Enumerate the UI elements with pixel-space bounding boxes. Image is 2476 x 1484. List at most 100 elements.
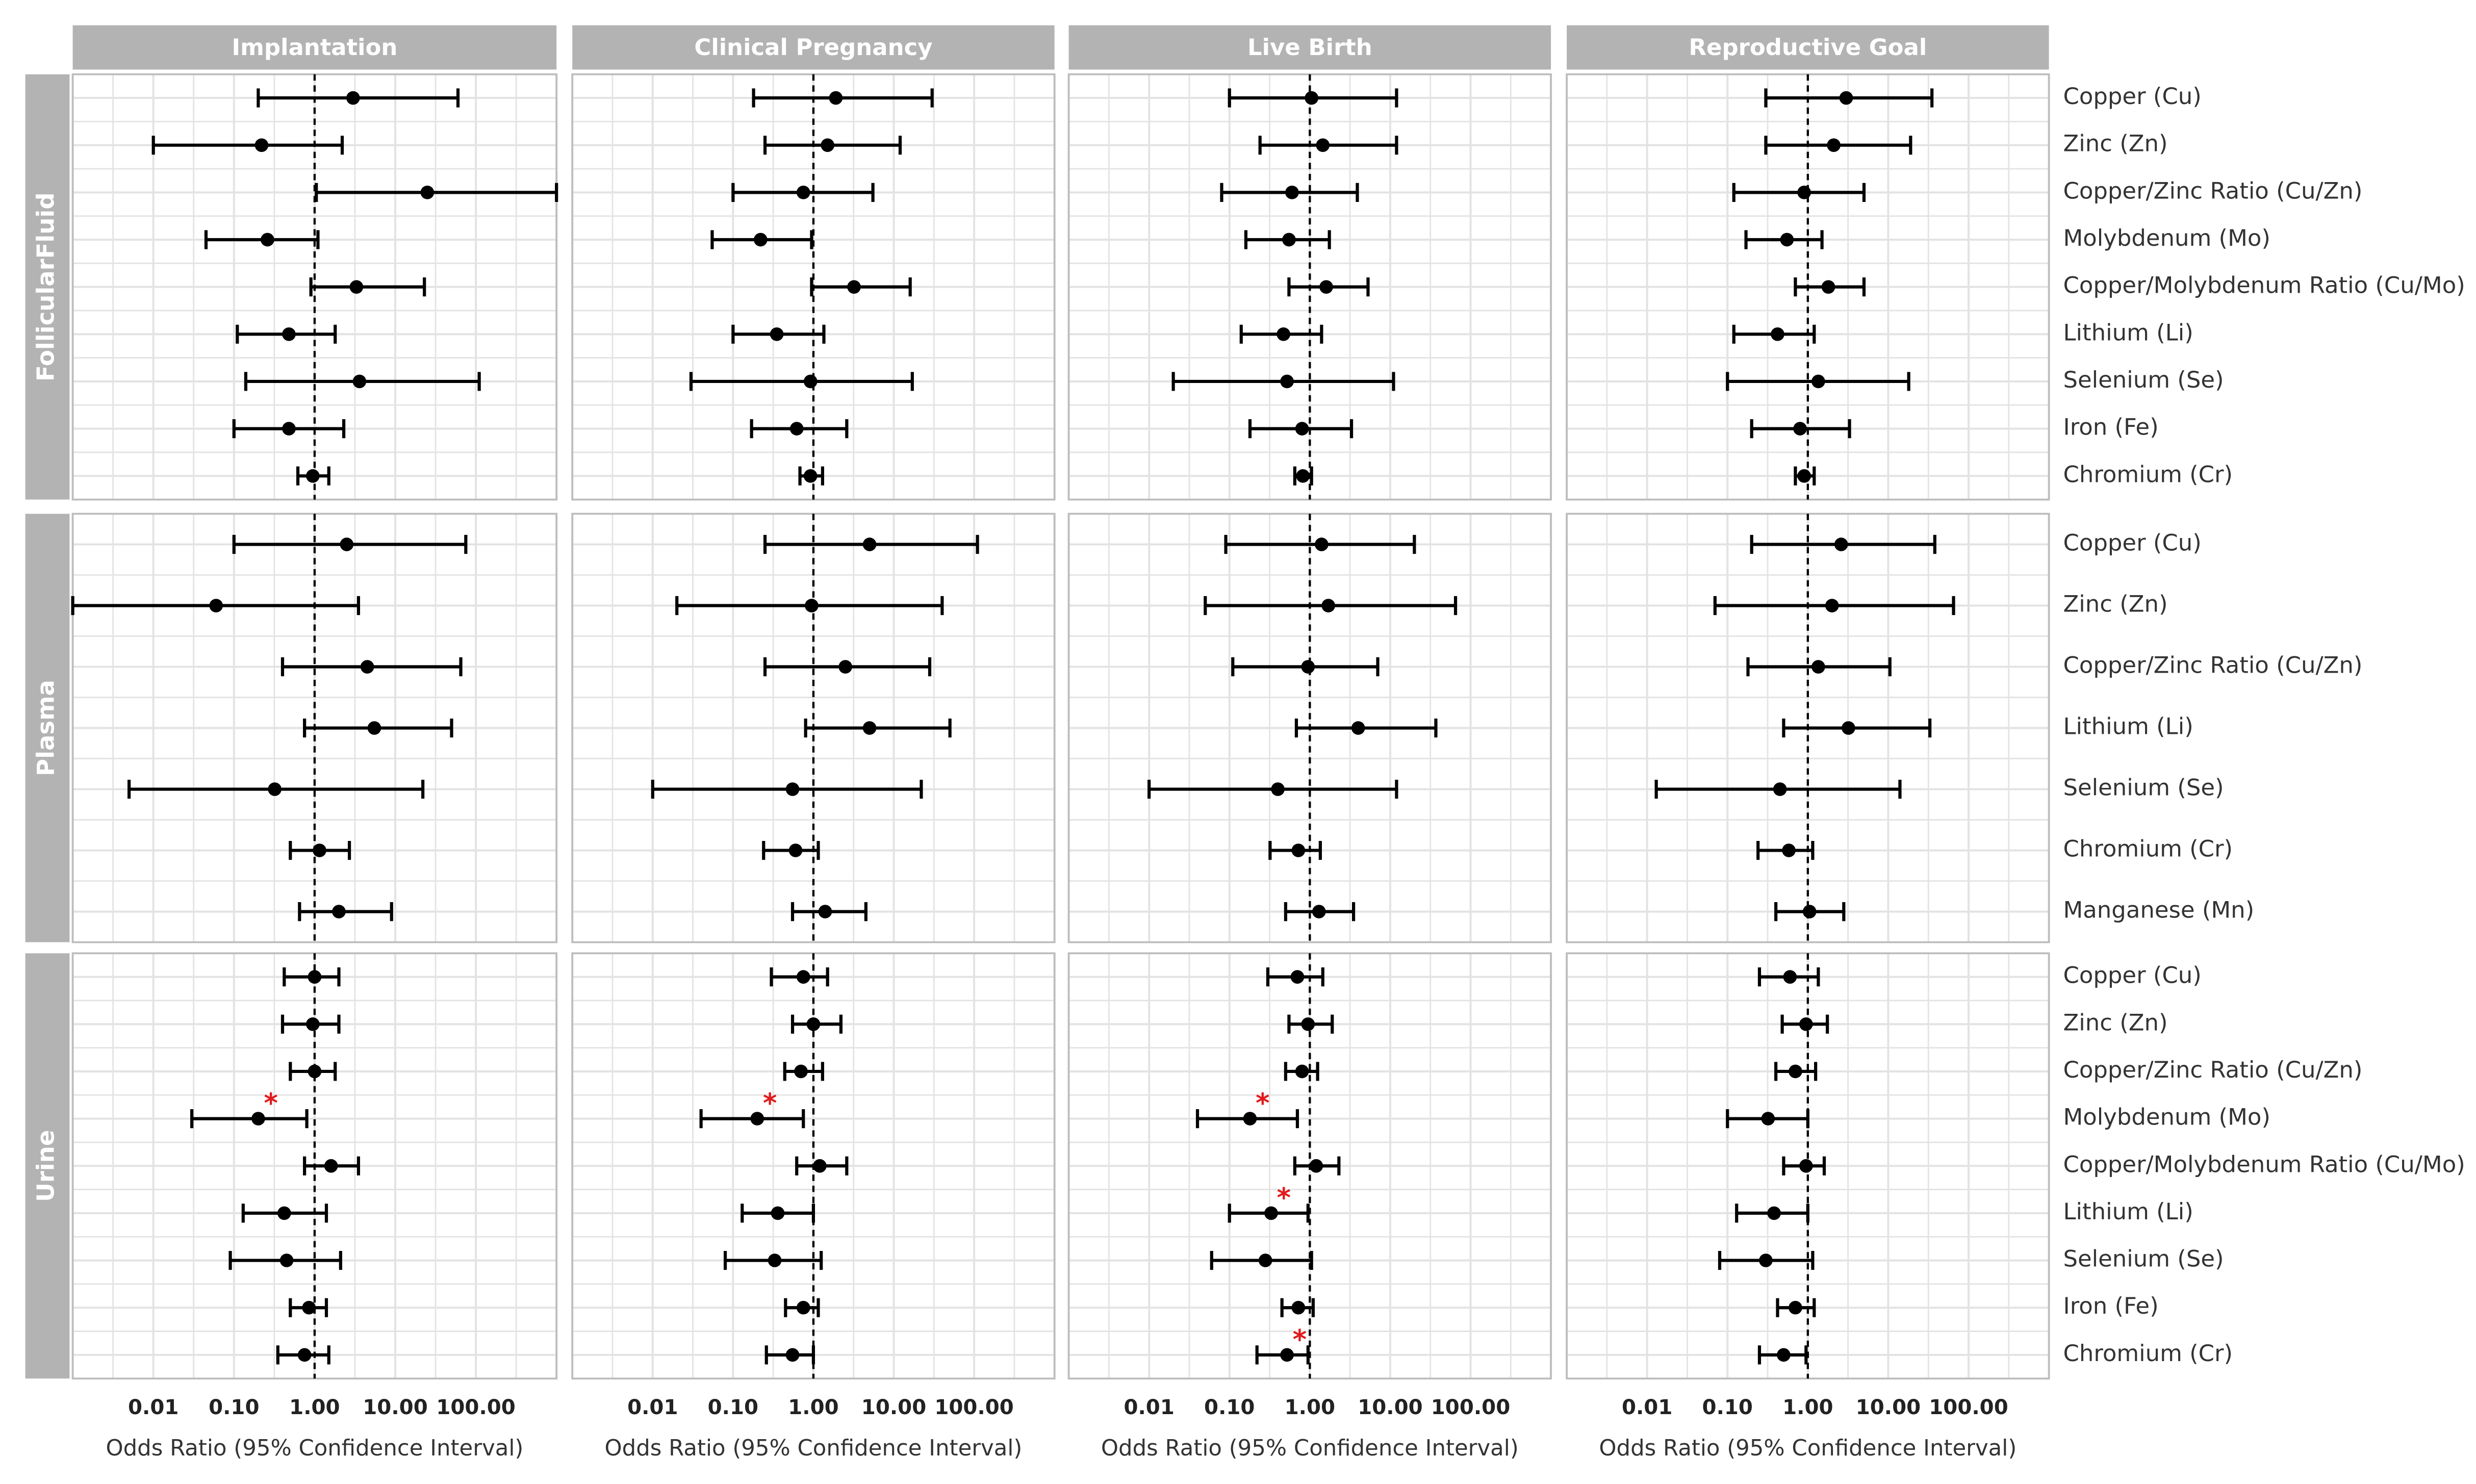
- estimate-point: [1761, 1112, 1775, 1125]
- estimate-point: [788, 843, 803, 857]
- estimate-point: [302, 1300, 316, 1315]
- estimate-point: [1351, 721, 1365, 735]
- estimate-point: [1767, 1206, 1781, 1220]
- estimate-point: [796, 1300, 810, 1315]
- row-label: Molybdenum (Mo): [2063, 1104, 2270, 1131]
- forest-estimate: [1280, 1298, 1315, 1317]
- forest-estimate: [675, 596, 944, 616]
- estimate-point: [1759, 1253, 1773, 1267]
- forest-estimate: *: [1195, 1088, 1299, 1129]
- forest-estimate: [244, 372, 481, 391]
- estimate-point: [1842, 721, 1855, 735]
- row-label: Zinc (Zn): [2063, 591, 2168, 618]
- forest-estimate: [127, 779, 425, 799]
- x-tick-label: 10.00: [1358, 1395, 1422, 1419]
- forest-estimate: [280, 657, 463, 677]
- row-label: Molybdenum (Mo): [2063, 224, 2270, 251]
- forest-estimate: [1732, 183, 1866, 202]
- estimate-point: [838, 660, 852, 674]
- estimate-point: [1839, 91, 1853, 105]
- estimate-point: [279, 1253, 294, 1267]
- forest-estimate: [1220, 183, 1359, 202]
- estimate-point: [1243, 1112, 1257, 1125]
- forest-estimate: [1713, 596, 1955, 616]
- forest-estimate: [289, 840, 351, 860]
- forest-estimate: [1726, 1109, 1809, 1129]
- forest-estimate: [276, 1345, 330, 1365]
- forest-estimate: [1794, 277, 1866, 297]
- forest-estimate: [723, 1250, 823, 1270]
- estimate-point: [1793, 422, 1807, 436]
- estimate-point: [1277, 327, 1291, 341]
- x-tick-label: 1.00: [788, 1395, 838, 1419]
- estimate-point: [770, 327, 784, 341]
- forest-estimate: [232, 534, 468, 554]
- estimate-point: [268, 782, 282, 796]
- forest-estimate: [790, 902, 867, 922]
- forest-estimate: [1776, 1298, 1816, 1317]
- forest-estimate: [1726, 372, 1910, 391]
- estimate-point: [796, 970, 810, 984]
- estimate-point: [1312, 905, 1326, 918]
- row-strip-label: Plasma: [32, 680, 60, 776]
- x-tick-label: 100.00: [1929, 1395, 2008, 1419]
- x-tick-label: 10.00: [861, 1395, 926, 1419]
- estimate-point: [346, 91, 360, 105]
- x-axis-title: Odds Ratio (95% Confidence Interval): [605, 1436, 1023, 1461]
- estimate-point: [360, 660, 374, 674]
- estimate-point: [1305, 91, 1319, 105]
- estimate-point: [1789, 1064, 1802, 1079]
- row-label: Iron (Fe): [2063, 1292, 2159, 1319]
- x-axis-title: Odds Ratio (95% Confidence Interval): [106, 1436, 523, 1461]
- estimate-point: [1799, 1159, 1813, 1173]
- forest-estimate: [296, 466, 330, 485]
- forest-estimate: [1782, 718, 1932, 738]
- estimate-point: [308, 1064, 322, 1079]
- forest-estimate: [151, 136, 344, 155]
- estimate-point: [1780, 233, 1794, 247]
- estimate-point: [277, 1206, 291, 1220]
- row-label: Zinc (Zn): [2063, 130, 2168, 157]
- forest-estimate: [280, 1014, 341, 1034]
- estimate-point: [282, 422, 296, 436]
- forest-estimate: [1293, 466, 1313, 485]
- forest-estimate: [731, 183, 875, 202]
- forest-estimate: [804, 718, 952, 738]
- forest-estimate: [298, 902, 393, 922]
- forest-estimate: [1239, 324, 1323, 344]
- forest-estimate: [798, 466, 825, 485]
- estimate-point: [803, 374, 818, 389]
- forest-estimate: [770, 967, 829, 987]
- forest-estimate: [1248, 419, 1354, 439]
- forest-estimate: [689, 372, 914, 391]
- forest-estimate: [763, 534, 979, 554]
- x-tick-label: 100.00: [1431, 1395, 1511, 1419]
- x-tick-label: 10.00: [1856, 1395, 1921, 1419]
- forest-estimate: [1287, 1014, 1334, 1034]
- forest-estimate: [232, 419, 346, 439]
- row-strip-label: FollicularFluid: [32, 192, 60, 381]
- estimate-point: [1295, 1064, 1309, 1079]
- estimate-point: [829, 91, 843, 105]
- estimate-point: [1291, 843, 1306, 857]
- estimate-point: [1309, 1159, 1323, 1173]
- estimate-point: [818, 905, 832, 918]
- forest-estimate: [1147, 779, 1398, 799]
- forest-estimate: [1782, 1156, 1826, 1175]
- estimate-point: [352, 374, 367, 389]
- forest-estimate: [763, 136, 902, 155]
- forest-estimate: [1284, 902, 1356, 922]
- forest-estimate: [795, 1156, 849, 1175]
- column-strip-label: Clinical Pregnancy: [694, 34, 932, 61]
- estimate-point: [1777, 1348, 1791, 1362]
- row-label: Lithium (Li): [2063, 1198, 2193, 1225]
- row-label: Copper/Zinc Ratio (Cu/Zn): [2063, 177, 2363, 204]
- row-strip: [25, 953, 70, 1379]
- estimate-point: [806, 1017, 821, 1031]
- forest-estimate: [303, 1156, 361, 1175]
- significance-star: *: [763, 1088, 777, 1119]
- estimate-point: [1316, 138, 1330, 152]
- forest-estimate: [1774, 1062, 1818, 1081]
- forest-estimate: [1750, 419, 1851, 439]
- estimate-point: [862, 538, 877, 551]
